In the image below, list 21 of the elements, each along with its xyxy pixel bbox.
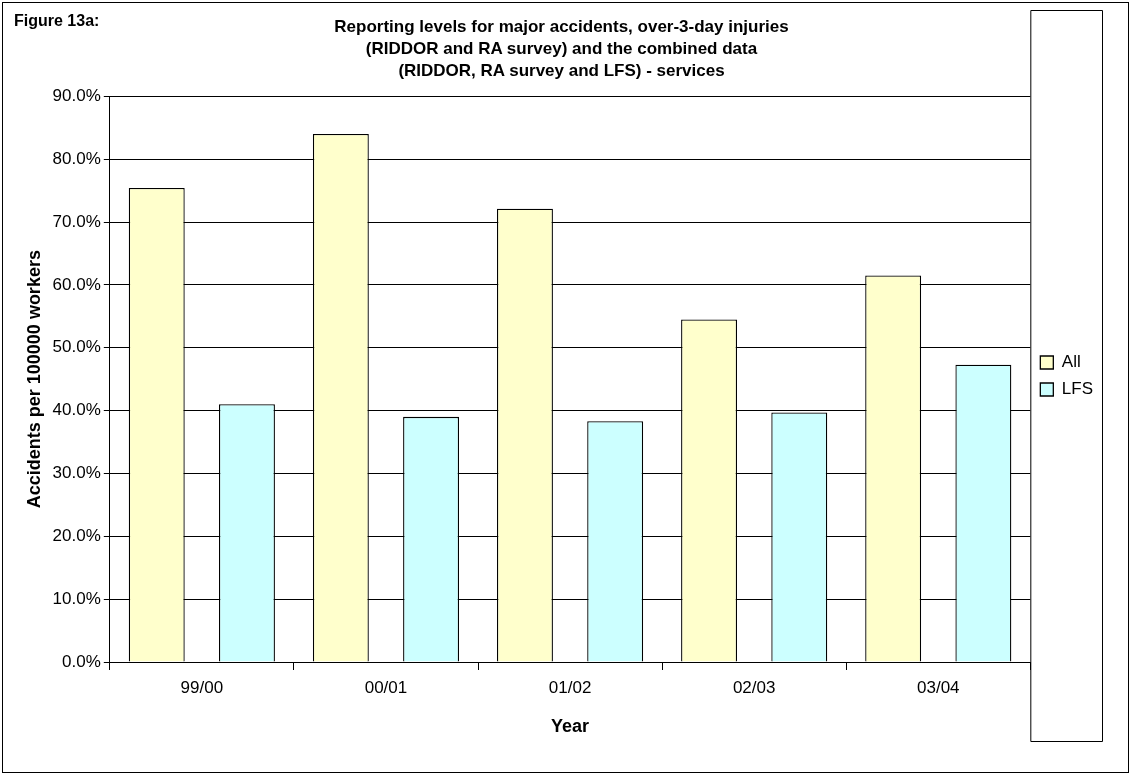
y-tick-label: 20.0% xyxy=(52,525,101,545)
chart-title: Reporting levels for major accidents, over-3-day injuries (RIDDOR and RA survey) and the combined data (RIDDOR, RA survey and LFS) - services xyxy=(334,16,789,80)
legend-label: LFS xyxy=(1061,379,1094,399)
y-tick-label: 60.0% xyxy=(52,274,101,294)
y-tick-label: 90.0% xyxy=(52,85,101,105)
x-tick-label: 03/04 xyxy=(917,677,960,697)
y-tick-label: 70.0% xyxy=(52,211,101,231)
legend-label: All xyxy=(1061,352,1081,372)
y-tick-label: 50.0% xyxy=(52,337,101,357)
x-tick-label: 00/01 xyxy=(364,677,408,697)
y-tick-label: 10.0% xyxy=(52,588,101,608)
y-axis-title: Accidents per 100000 workers xyxy=(23,250,44,509)
x-tick-label: 02/03 xyxy=(732,677,776,697)
y-tick-label: 30.0% xyxy=(52,463,101,483)
y-tick-label: 0.0% xyxy=(62,651,101,671)
y-tick-label: 40.0% xyxy=(52,400,101,420)
y-tick-label: 80.0% xyxy=(52,148,101,168)
x-tick-label: 99/00 xyxy=(180,677,224,697)
x-axis-title: Year xyxy=(551,716,590,737)
caption: Figure 13a: xyxy=(14,12,100,30)
x-tick-label: 01/02 xyxy=(548,677,592,697)
